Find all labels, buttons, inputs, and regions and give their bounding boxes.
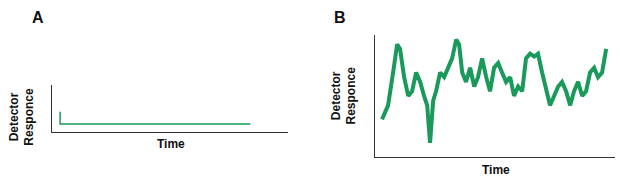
svg-text:DetectorResponce: DetectorResponce: [329, 67, 359, 125]
svg-text:Time: Time: [482, 163, 510, 177]
svg-text:B: B: [334, 9, 346, 26]
svg-text:Time: Time: [157, 137, 185, 151]
svg-text:A: A: [32, 9, 44, 26]
svg-text:DetectorResponce: DetectorResponce: [7, 88, 37, 146]
